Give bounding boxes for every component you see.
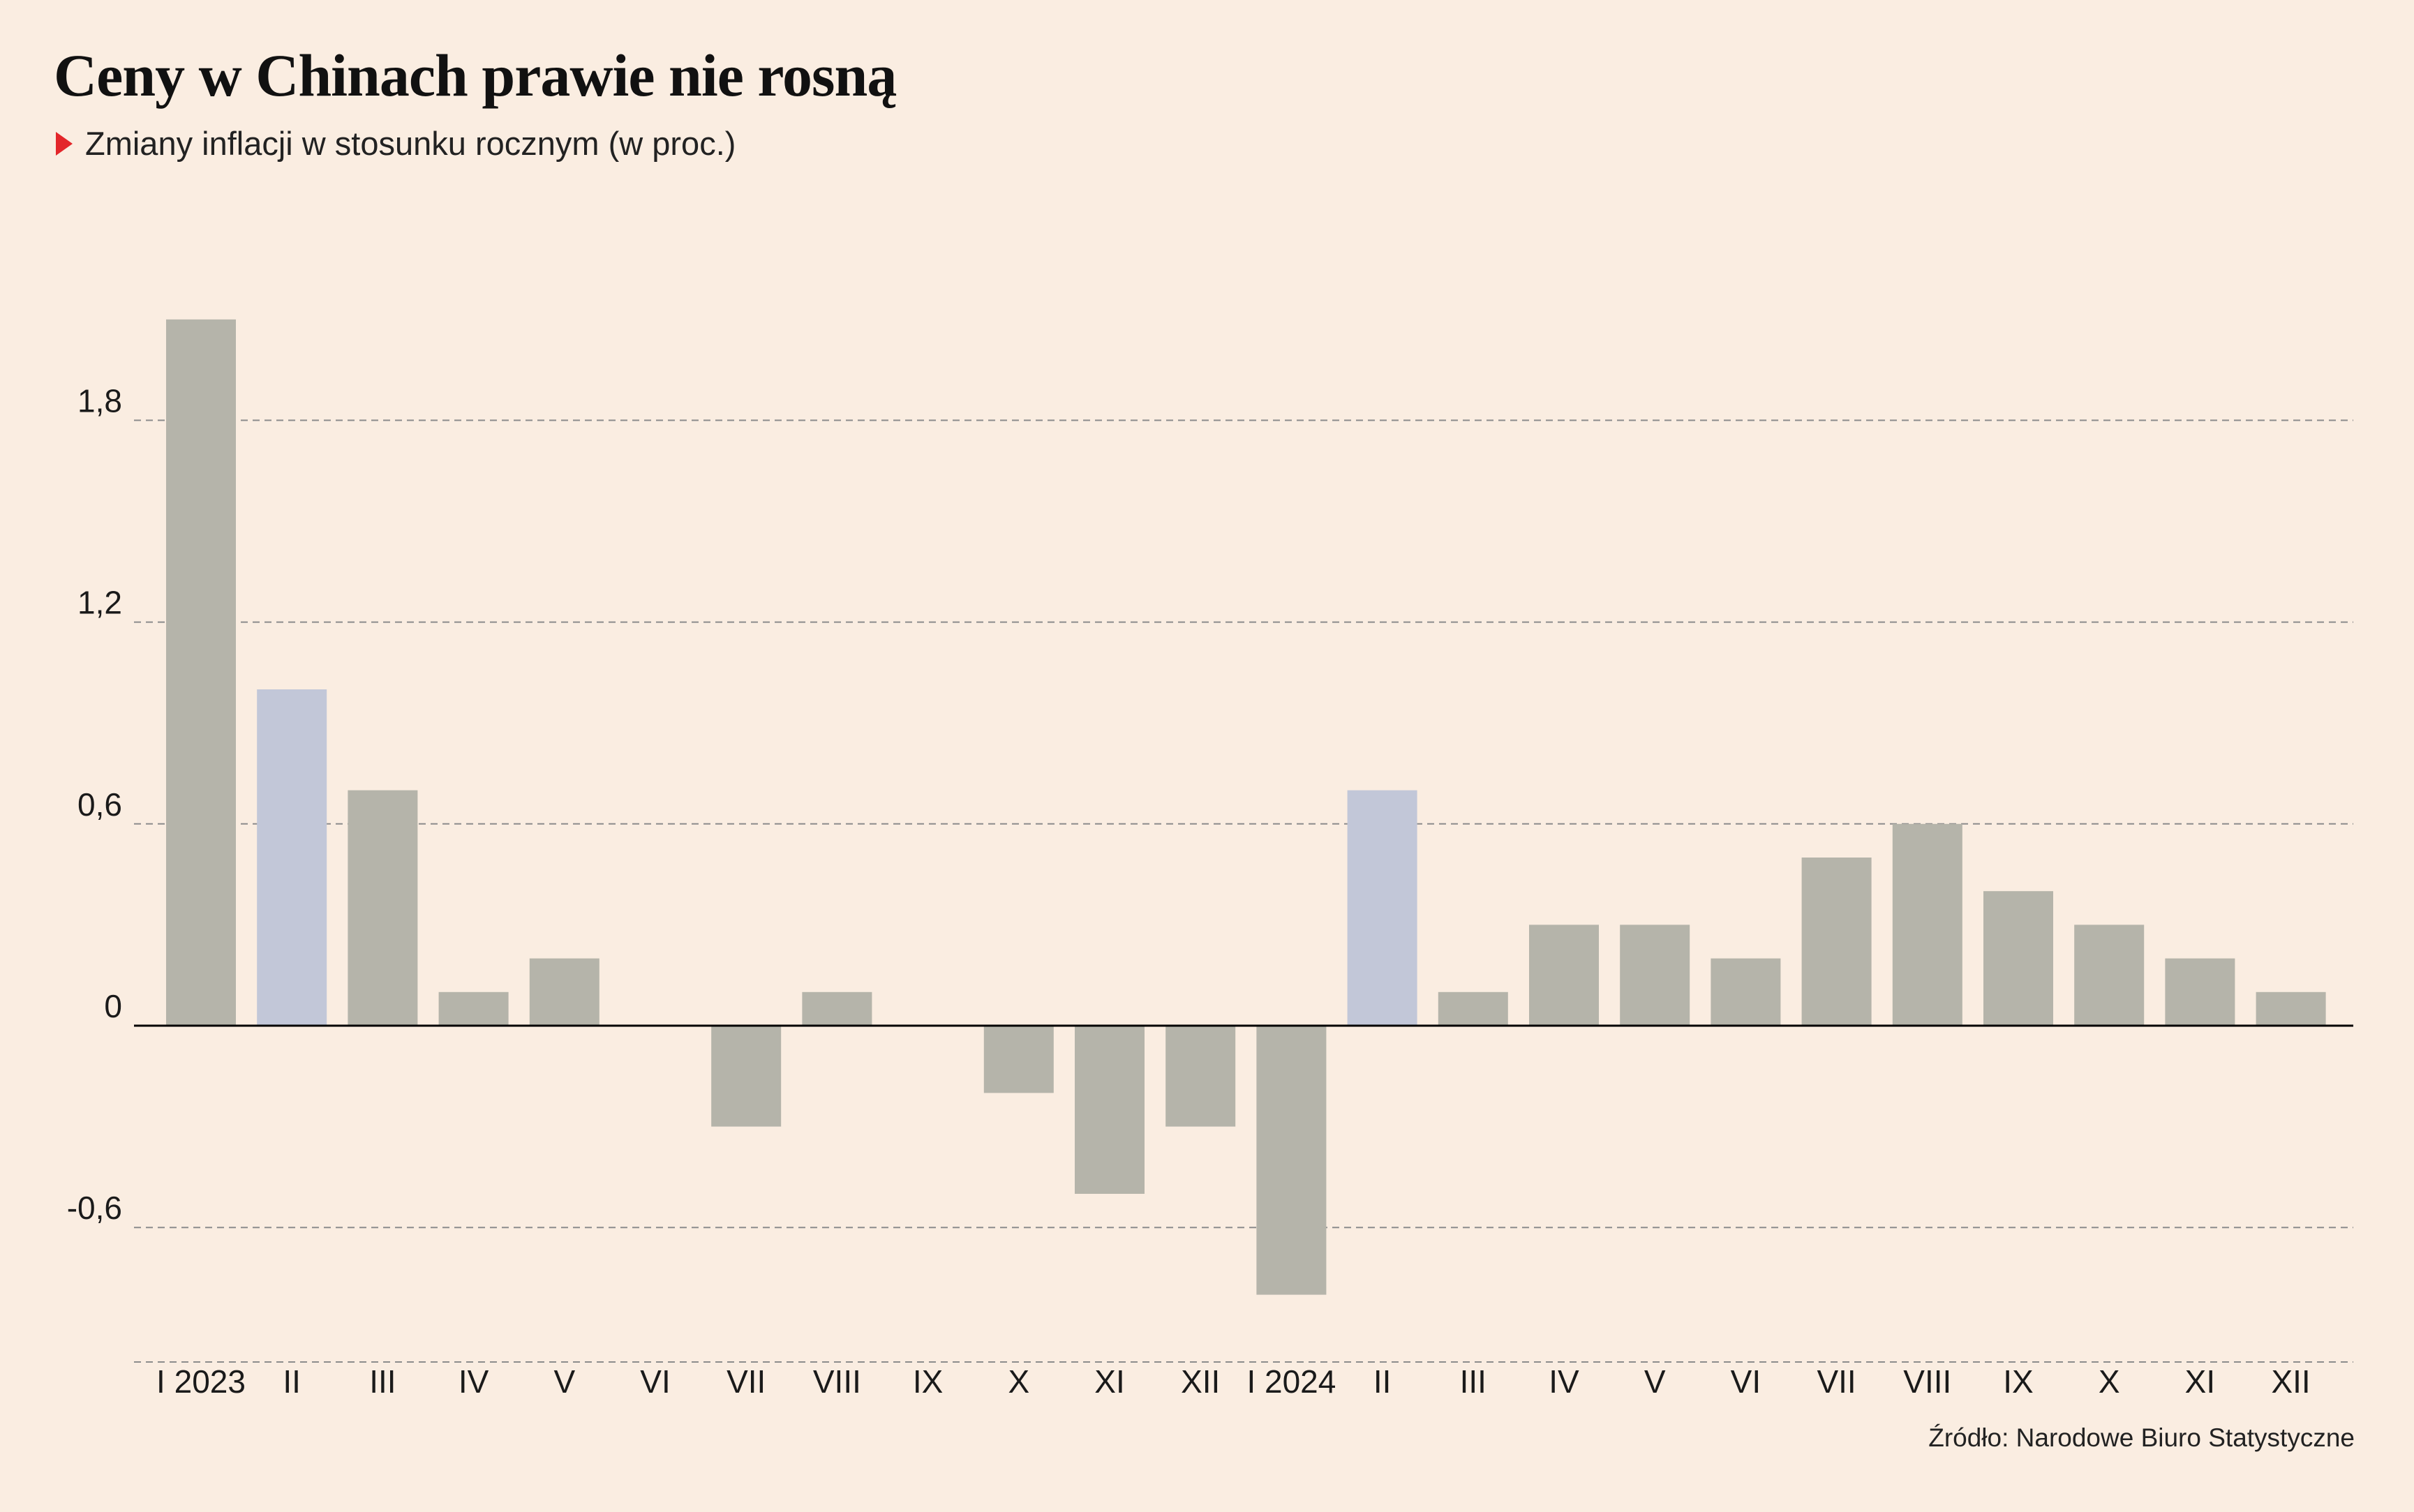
x-tick-label: VIII (813, 1363, 861, 1400)
x-tick-label: VII (1817, 1363, 1856, 1400)
bar-7 (802, 991, 872, 1026)
bar-4 (529, 958, 599, 1026)
x-tick-label: X (1008, 1363, 1029, 1400)
bar-18 (1801, 858, 1872, 1026)
y-axis-labels: -0,6 0 0,6 1,2 1,8 (67, 382, 122, 1226)
bar-13 (1347, 790, 1417, 1026)
x-tick-label: I 2024 (1246, 1363, 1336, 1400)
bar-2 (348, 790, 418, 1026)
x-tick-label: IV (459, 1363, 489, 1400)
x-tick-label: XII (2271, 1363, 2310, 1400)
y-tick-label: -0,6 (67, 1190, 122, 1226)
x-tick-label: III (1460, 1363, 1487, 1400)
x-tick-label: VII (727, 1363, 766, 1400)
triangle-marker-icon (56, 131, 73, 156)
bar-16 (1620, 925, 1690, 1026)
x-tick-label: IX (913, 1363, 943, 1400)
chart-subtitle-text: Zmiany inflacji w stosunku rocznym (w pr… (85, 125, 736, 162)
x-axis-labels: I 2023 II III IV V VI VII VIII IX X XI XII I 2024 II I… (156, 1363, 2311, 1400)
bar-14 (1438, 991, 1508, 1026)
x-tick-label: XI (1094, 1363, 1124, 1400)
x-tick-label: II (283, 1363, 301, 1400)
x-tick-label: VI (1731, 1363, 1761, 1400)
bar-3 (438, 991, 509, 1026)
bar-6 (711, 1026, 782, 1127)
x-tick-label: X (2099, 1363, 2120, 1400)
bar-1 (257, 689, 327, 1026)
bar-20 (1983, 891, 2053, 1026)
bar-17 (1711, 958, 1781, 1026)
bar-9 (983, 1026, 1054, 1093)
bar-12 (1256, 1026, 1327, 1295)
x-tick-label: II (1373, 1363, 1392, 1400)
y-tick-label: 1,8 (77, 382, 122, 419)
x-tick-label: XII (1181, 1363, 1220, 1400)
bar-15 (1529, 925, 1599, 1026)
x-tick-label: VI (640, 1363, 670, 1400)
y-tick-label: 1,2 (77, 585, 122, 621)
chart-title: Ceny w Chinach prawie nie rosną (54, 42, 897, 109)
x-tick-label: VIII (1903, 1363, 1951, 1400)
x-tick-label: V (1644, 1363, 1666, 1400)
source-note: Źródło: Narodowe Biuro Statystyczne (1928, 1423, 2355, 1452)
bar-23 (2256, 991, 2326, 1026)
bar-22 (2165, 958, 2235, 1026)
x-tick-label: XI (2185, 1363, 2215, 1400)
bar-11 (1165, 1026, 1236, 1127)
x-tick-label: III (369, 1363, 396, 1400)
grid-layer (134, 419, 2353, 1363)
x-tick-label: I 2023 (156, 1363, 246, 1400)
x-tick-label: V (553, 1363, 575, 1400)
y-tick-label: 0 (104, 988, 122, 1024)
bar-19 (1892, 823, 1962, 1026)
x-tick-label: IV (1549, 1363, 1579, 1400)
chart-subtitle: Zmiany inflacji w stosunku rocznym (w pr… (56, 124, 736, 163)
bar-0 (166, 319, 236, 1026)
bar-21 (2074, 925, 2145, 1026)
bar-10 (1075, 1026, 1145, 1194)
y-tick-label: 0,6 (77, 786, 122, 823)
bars-layer (166, 319, 2326, 1295)
x-tick-label: IX (2003, 1363, 2033, 1400)
